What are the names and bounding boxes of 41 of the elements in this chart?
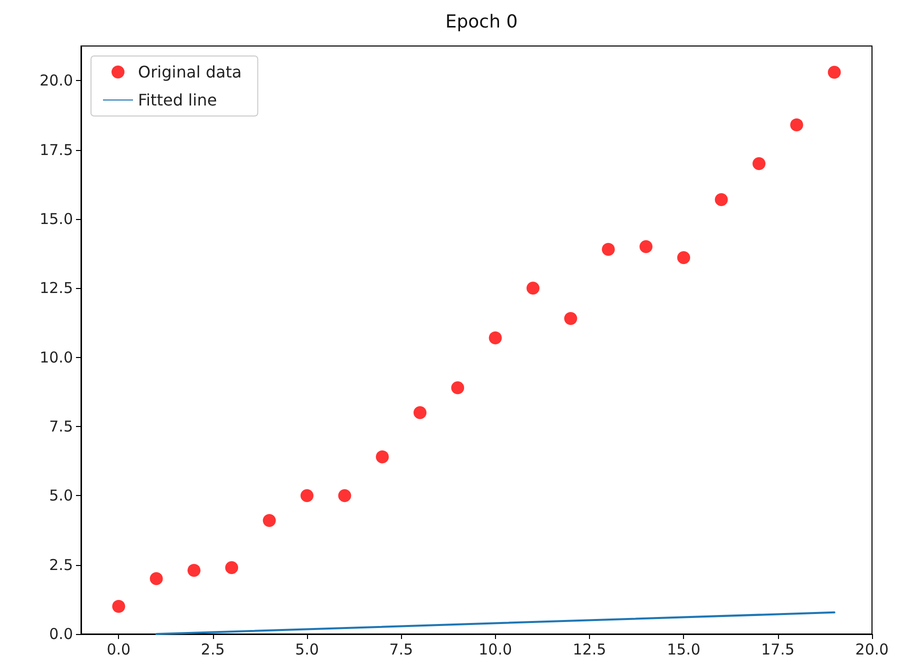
point: [150, 572, 163, 586]
point: [225, 561, 238, 574]
point: [790, 118, 804, 132]
x-tick-label: 10.0: [478, 640, 512, 658]
x-tick-label: 15.0: [666, 640, 700, 658]
point: [414, 406, 426, 420]
y-tick-label: 7.5: [49, 417, 73, 436]
x-tick-label: 5.0: [295, 640, 319, 658]
point: [112, 600, 126, 613]
x-tick-label: 2.5: [200, 640, 225, 658]
point: [451, 381, 464, 394]
x-tick-label: 7.5: [389, 640, 414, 658]
legend-label: Original data: [138, 62, 242, 82]
point: [188, 564, 200, 577]
chart-title: Epoch 0: [445, 12, 518, 32]
y-tick-label: 2.5: [49, 556, 73, 574]
y-tick-label: 12.5: [40, 279, 73, 298]
point: [640, 240, 652, 254]
legend-label: Fitted line: [138, 90, 217, 110]
y-tick-label: 15.0: [40, 210, 73, 228]
y-tick-label: 5.0: [49, 486, 73, 505]
point: [300, 489, 314, 502]
y-tick-label: 20.0: [40, 72, 73, 90]
point: [602, 242, 615, 256]
y-tick-label: 17.5: [40, 140, 73, 159]
point: [677, 251, 690, 264]
point: [752, 157, 766, 170]
point: [488, 331, 502, 344]
y-tick-label: 0.0: [49, 625, 73, 643]
point: [828, 66, 841, 79]
x-tick-label: 17.5: [761, 640, 795, 658]
x-tick-label: 0.0: [106, 640, 131, 658]
x-tick-label: 12.5: [572, 640, 606, 658]
point: [262, 514, 276, 528]
point: [338, 489, 352, 502]
point: [714, 193, 728, 206]
y-tick-label: 10.0: [40, 348, 73, 366]
x-tick-label: 20.0: [855, 640, 889, 658]
point: [564, 312, 578, 326]
point: [376, 450, 389, 464]
point: [526, 282, 540, 295]
